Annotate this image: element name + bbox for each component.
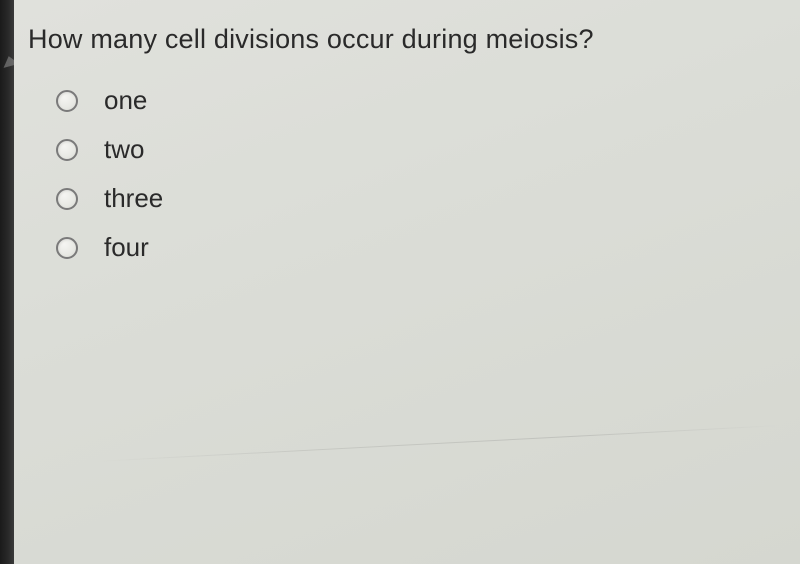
quiz-panel: How many cell divisions occur during mei… [14, 0, 800, 564]
divider-line [94, 425, 779, 462]
option-row-four[interactable]: four [56, 232, 780, 263]
radio-icon[interactable] [56, 90, 78, 112]
options-list: one two three four [28, 85, 780, 263]
option-label: four [104, 232, 149, 263]
option-row-one[interactable]: one [56, 85, 780, 116]
option-label: one [104, 85, 147, 116]
option-label: three [104, 183, 163, 214]
radio-icon[interactable] [56, 188, 78, 210]
option-row-two[interactable]: two [56, 134, 780, 165]
question-prompt: How many cell divisions occur during mei… [28, 22, 780, 57]
radio-icon[interactable] [56, 237, 78, 259]
option-row-three[interactable]: three [56, 183, 780, 214]
screen-bezel [0, 0, 14, 564]
radio-icon[interactable] [56, 139, 78, 161]
option-label: two [104, 134, 144, 165]
